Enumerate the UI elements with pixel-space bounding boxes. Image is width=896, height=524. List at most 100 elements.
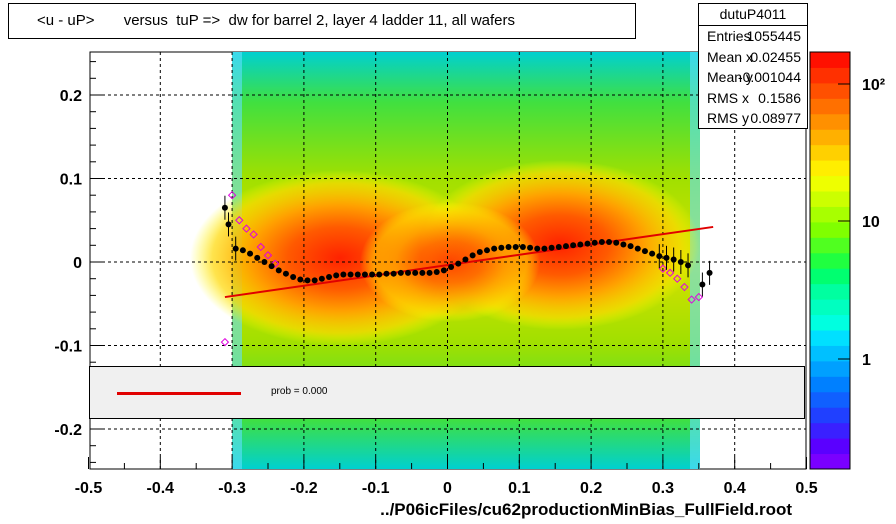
- y-tick-label: 0.2: [60, 88, 82, 105]
- data-point: [699, 281, 706, 288]
- data-point: [354, 271, 361, 278]
- axes: -0.5 -0.4 -0.3 -0.2 -0.1 0 0.1 0.2 0.3 0.4 0.5 -0.2…: [54, 61, 818, 497]
- data-point: [598, 238, 605, 245]
- stats-value: 0.02455: [750, 48, 801, 65]
- data-point: [512, 243, 519, 250]
- data-point: [440, 267, 447, 274]
- data-point: [347, 271, 354, 278]
- open-marker: [680, 282, 689, 292]
- palette-cell: [810, 453, 850, 470]
- open-marker: [673, 274, 682, 283]
- open-marker: [220, 337, 230, 347]
- data-point: [570, 242, 577, 249]
- x-tick-label: 0.3: [652, 480, 674, 497]
- data-point: [519, 243, 526, 250]
- data-point: [534, 245, 541, 252]
- fit-line: [224, 225, 714, 299]
- data-point: [498, 244, 505, 251]
- x-tick-label: -0.5: [75, 480, 103, 497]
- data-point: [541, 245, 548, 252]
- open-marker: [665, 268, 675, 278]
- data-point: [476, 248, 483, 255]
- stats-row: Mean y -0.001044: [699, 67, 807, 88]
- data-point: [555, 243, 562, 250]
- stats-row: RMS y 0.08977: [699, 108, 807, 129]
- data-point: [426, 269, 433, 276]
- z-tick-label: 10: [862, 214, 880, 231]
- data-point: [663, 254, 670, 261]
- open-marker: [256, 242, 266, 252]
- data-point: [261, 259, 268, 265]
- data-point: [483, 247, 490, 254]
- data-point: [318, 275, 325, 282]
- palette-cell: [810, 67, 850, 84]
- data-point: [247, 250, 254, 257]
- data-point: [620, 241, 627, 248]
- data-point: [527, 244, 534, 251]
- palette-cell: [810, 438, 850, 455]
- x-tick-label: 0.1: [508, 480, 530, 497]
- y-tick-label: -0.2: [54, 422, 82, 439]
- data-point: [433, 269, 440, 276]
- open-marker: [242, 224, 251, 233]
- open-marker: [694, 292, 704, 302]
- data-point: [613, 239, 620, 246]
- data-point: [290, 274, 297, 281]
- stats-row: RMS x 0.1586: [699, 88, 807, 109]
- stats-box: dutuP4011 Entries 1055445 Mean x 0.02455 M…: [698, 3, 808, 129]
- data-point: [361, 271, 368, 278]
- open-marker: [235, 216, 244, 225]
- data-point: [577, 241, 584, 248]
- fit-legend: prob = 0.000: [89, 366, 805, 419]
- data-point: [282, 270, 289, 277]
- palette-cell: [810, 407, 850, 424]
- color-scale: [809, 51, 851, 470]
- open-marker: [658, 264, 668, 273]
- palette-cell: [810, 175, 850, 192]
- data-point: [469, 252, 476, 259]
- data-point: [505, 243, 512, 250]
- data-point: [221, 204, 228, 211]
- y-tick-label: -0.1: [54, 339, 82, 356]
- palette-cell: [810, 82, 850, 99]
- x-tick-label: -0.1: [362, 480, 390, 497]
- z-tick-label: 10²: [862, 77, 885, 94]
- data-point: [333, 272, 340, 279]
- stats-row: Mean x 0.02455: [699, 47, 807, 68]
- palette-cell: [810, 98, 850, 115]
- palette-cell: [810, 330, 850, 346]
- data-point: [383, 270, 390, 277]
- stats-label: Mean y: [707, 69, 753, 85]
- x-tick-label: -0.2: [290, 480, 318, 497]
- data-point: [448, 264, 455, 271]
- data-point: [491, 245, 498, 252]
- open-marker: [249, 230, 258, 239]
- palette-cell: [810, 345, 850, 362]
- stats-label: RMS x: [707, 89, 749, 106]
- data-point: [239, 247, 246, 254]
- palette-cell: [810, 52, 850, 68]
- palette-cell: [810, 221, 850, 238]
- palette-cell: [810, 268, 850, 285]
- data-point: [419, 269, 426, 276]
- palette-cell: [810, 314, 850, 331]
- data-point: [677, 259, 684, 265]
- palette-cell: [810, 252, 850, 269]
- stats-label: Mean x: [707, 48, 753, 65]
- x-tick-label: -0.4: [147, 480, 175, 497]
- x-tick-label: 0.2: [580, 480, 602, 497]
- data-point: [311, 277, 318, 284]
- stats-label: Entries: [707, 28, 751, 44]
- data-point: [376, 271, 383, 278]
- data-point: [641, 248, 648, 255]
- data-point: [268, 263, 275, 270]
- palette-cell: [810, 129, 850, 146]
- grid-lines: [90, 52, 806, 469]
- data-point: [606, 238, 613, 245]
- palette-cell: [810, 299, 850, 316]
- data-point: [304, 277, 311, 284]
- open-marker: [227, 190, 237, 200]
- y-tick-label: 0.1: [60, 172, 82, 189]
- open-marker-series: [220, 190, 704, 347]
- z-tick-label: 1: [862, 352, 871, 369]
